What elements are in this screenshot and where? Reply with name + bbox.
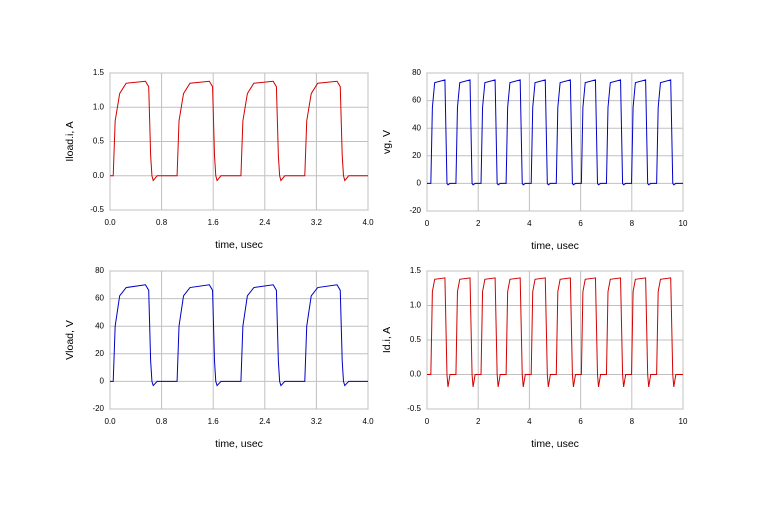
- y-tick-label: 0: [417, 179, 422, 188]
- y-tick-label: 80: [95, 266, 104, 275]
- y-tick-label: 0.0: [93, 171, 105, 180]
- axis-label: Id.i, A: [381, 327, 393, 353]
- y-tick-label: 20: [412, 151, 421, 160]
- series-line: [427, 79, 683, 186]
- y-tick-label: 1.0: [410, 301, 422, 310]
- y-tick-label: 0.0: [410, 370, 422, 379]
- series-line: [427, 277, 683, 388]
- series-line: [110, 80, 368, 182]
- x-tick-label: 10: [679, 417, 688, 426]
- x-tick-label: 3.2: [311, 417, 323, 426]
- x-tick-label: 4.0: [362, 417, 374, 426]
- series-line: [110, 284, 368, 387]
- y-tick-label: 1.5: [410, 266, 422, 275]
- x-tick-label: 0.0: [104, 218, 116, 227]
- x-tick-label: 8: [630, 219, 635, 228]
- y-tick-label: -20: [92, 404, 104, 413]
- y-tick-label: 60: [95, 294, 104, 303]
- x-tick-label: 0: [425, 417, 430, 426]
- y-tick-label: 40: [412, 123, 421, 132]
- axis-label: vg, V: [381, 130, 393, 154]
- x-tick-label: 0.8: [156, 218, 168, 227]
- x-tick-label: 10: [679, 219, 688, 228]
- x-tick-label: 6: [578, 219, 583, 228]
- y-tick-label: 20: [95, 349, 104, 358]
- y-tick-label: 1.0: [93, 102, 105, 111]
- x-tick-label: 0.8: [156, 417, 168, 426]
- x-tick-label: 6: [578, 417, 583, 426]
- x-tick-label: 2: [476, 219, 481, 228]
- axis-label: Iload.i, A: [64, 121, 76, 161]
- x-tick-label: 8: [630, 417, 635, 426]
- y-tick-label: -0.5: [407, 404, 421, 413]
- axis-label: time, usec: [215, 239, 263, 251]
- y-tick-label: 60: [412, 96, 421, 105]
- y-tick-label: 40: [95, 321, 104, 330]
- x-tick-label: 2: [476, 417, 481, 426]
- y-tick-label: 0.5: [410, 335, 422, 344]
- y-tick-label: 0: [100, 377, 105, 386]
- axis-label: Vload, V: [64, 320, 76, 360]
- y-tick-label: 1.5: [93, 68, 105, 77]
- y-tick-label: -20: [409, 206, 421, 215]
- y-tick-label: 0.5: [93, 137, 105, 146]
- x-tick-label: 4: [527, 417, 532, 426]
- x-tick-label: 1.6: [208, 218, 220, 227]
- x-tick-label: 2.4: [259, 417, 271, 426]
- x-tick-label: 4.0: [362, 218, 374, 227]
- x-tick-label: 0: [425, 219, 430, 228]
- axis-label: time, usec: [531, 240, 579, 252]
- plot-area: [426, 72, 684, 212]
- x-tick-label: 0.0: [104, 417, 116, 426]
- axis-label: time, usec: [215, 438, 263, 450]
- x-tick-label: 3.2: [311, 218, 323, 227]
- x-tick-label: 4: [527, 219, 532, 228]
- y-tick-label: -0.5: [90, 205, 104, 214]
- x-tick-label: 1.6: [208, 417, 220, 426]
- x-tick-label: 2.4: [259, 218, 271, 227]
- y-tick-label: 80: [412, 68, 421, 77]
- axis-label: time, usec: [531, 438, 579, 450]
